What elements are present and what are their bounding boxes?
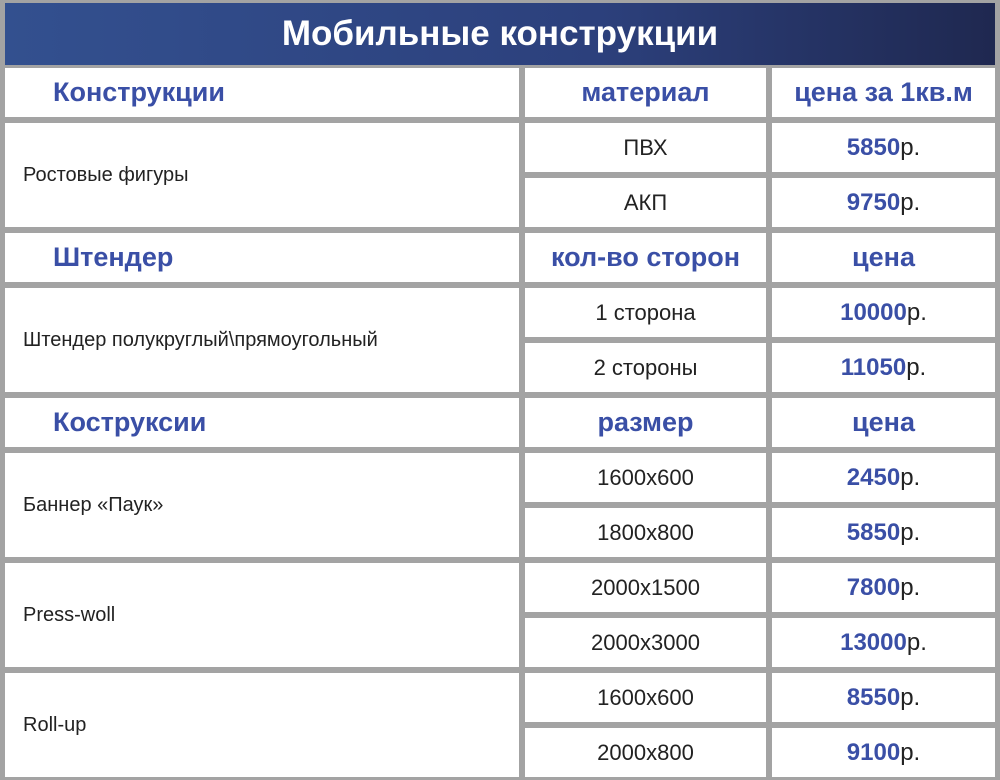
price-value: 5850 (846, 133, 901, 161)
section-header-option: кол-во сторон (525, 233, 766, 282)
product-price: 11050 р. (772, 343, 995, 392)
price-value: 7800 (846, 573, 901, 601)
product-price: 10000 р. (772, 288, 995, 337)
product-name: Press-woll (5, 563, 519, 667)
section-header-option: материал (525, 68, 766, 117)
section-header-price: цена (772, 398, 995, 447)
product-option: 2 стороны (525, 343, 766, 392)
currency-suffix: р. (906, 628, 927, 656)
price-value: 11050 (840, 353, 907, 381)
currency-suffix: р. (900, 188, 921, 216)
section-header-price: цена за 1кв.м (772, 68, 995, 117)
product-option: ПВХ (525, 123, 766, 172)
price-value: 2450 (846, 463, 901, 491)
product-price: 5850 р. (772, 508, 995, 557)
section-header-option: размер (525, 398, 766, 447)
currency-suffix: р. (900, 518, 921, 546)
product-name: Ростовые фигуры (5, 123, 519, 227)
currency-suffix: р. (906, 298, 927, 326)
product-option: 1600x600 (525, 453, 766, 502)
currency-suffix: р. (900, 573, 921, 601)
price-value: 8550 (846, 683, 901, 711)
currency-suffix: р. (900, 738, 921, 766)
product-option: 1600x600 (525, 673, 766, 722)
product-price: 5850 р. (772, 123, 995, 172)
product-option: 2000x3000 (525, 618, 766, 667)
product-price: 13000 р. (772, 618, 995, 667)
product-name: Баннер «Паук» (5, 453, 519, 557)
price-value: 9100 (846, 738, 901, 766)
product-option: 2000x800 (525, 728, 766, 777)
table-title: Мобильные конструкции (5, 3, 995, 65)
product-price: 9100 р. (772, 728, 995, 777)
price-value: 10000 (840, 298, 907, 326)
product-price: 7800 р. (772, 563, 995, 612)
product-option: 2000x1500 (525, 563, 766, 612)
section-header-name: Конструкции (5, 68, 519, 117)
section-header-name: Коструксии (5, 398, 519, 447)
product-name: Штендер полукруглый\прямоугольный (5, 288, 519, 392)
product-price: 2450 р. (772, 453, 995, 502)
price-value: 13000 (840, 628, 907, 656)
product-price: 8550 р. (772, 673, 995, 722)
product-option: 1800x800 (525, 508, 766, 557)
currency-suffix: р. (900, 463, 921, 491)
product-price: 9750 р. (772, 178, 995, 227)
product-option: АКП (525, 178, 766, 227)
price-value: 9750 (846, 188, 901, 216)
section-header-price: цена (772, 233, 995, 282)
product-name: Roll-up (5, 673, 519, 777)
price-value: 5850 (846, 518, 901, 546)
product-option: 1 сторона (525, 288, 766, 337)
currency-suffix: р. (900, 683, 921, 711)
currency-suffix: р. (900, 133, 921, 161)
currency-suffix: р. (906, 353, 927, 381)
section-header-name: Штендер (5, 233, 519, 282)
